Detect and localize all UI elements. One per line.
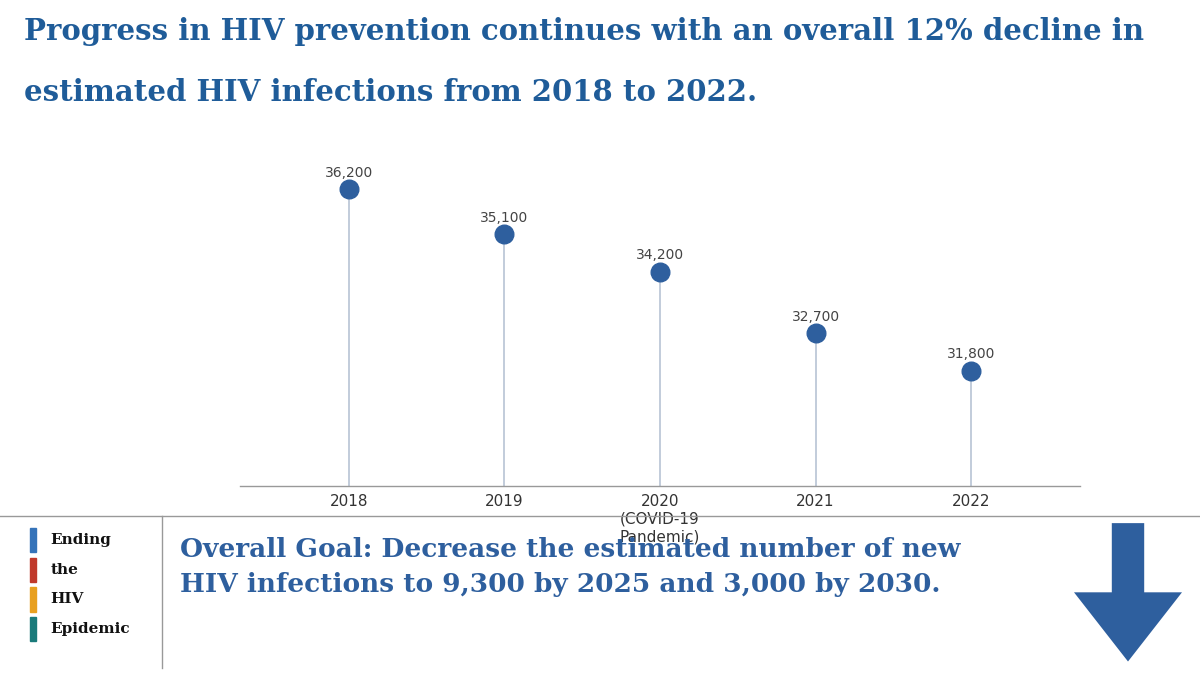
Text: the: the: [50, 563, 78, 576]
Point: [806, 328, 826, 339]
Point: [650, 266, 670, 277]
Text: Overall Goal: Decrease the estimated number of new
HIV infections to 9,300 by 20: Overall Goal: Decrease the estimated num…: [180, 537, 960, 597]
Point: [961, 365, 980, 376]
Polygon shape: [1074, 523, 1182, 662]
Text: HIV: HIV: [50, 593, 84, 606]
Text: 36,200: 36,200: [325, 166, 373, 180]
Text: Ending: Ending: [50, 533, 112, 547]
Text: 35,100: 35,100: [480, 211, 528, 225]
Text: estimated HIV infections from 2018 to 2022.: estimated HIV infections from 2018 to 20…: [24, 78, 757, 107]
Point: [494, 229, 514, 240]
Text: Epidemic: Epidemic: [50, 622, 130, 636]
Text: 32,700: 32,700: [792, 310, 840, 324]
Text: 31,800: 31,800: [947, 347, 995, 361]
Text: 34,200: 34,200: [636, 248, 684, 262]
Point: [340, 184, 359, 194]
Text: Progress in HIV prevention continues with an overall 12% decline in: Progress in HIV prevention continues wit…: [24, 17, 1144, 46]
